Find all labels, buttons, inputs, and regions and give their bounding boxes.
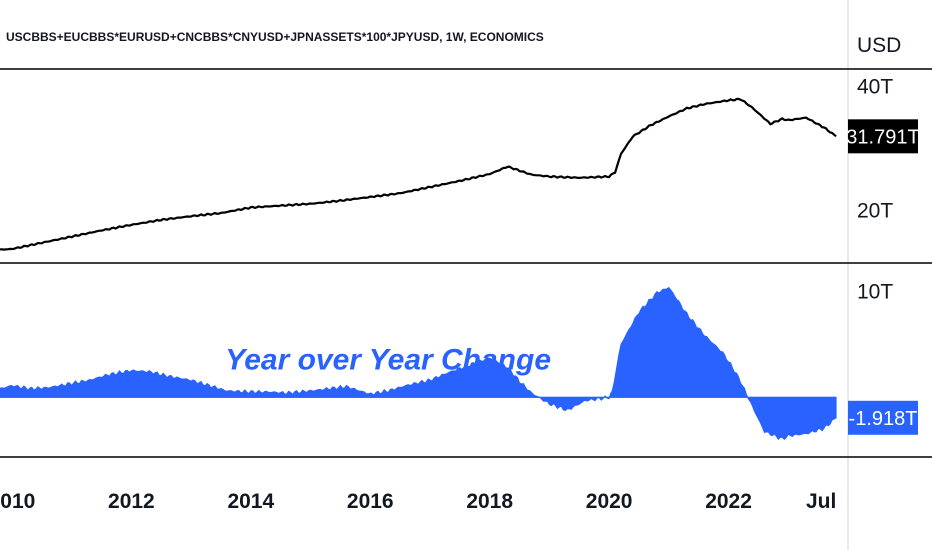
sub-last-value-text: -1.918T bbox=[849, 408, 918, 430]
x-tick-label: 2014 bbox=[227, 490, 274, 513]
main-last-value-text: 31.791T bbox=[846, 126, 919, 148]
sub-y-axis[interactable]: 10T bbox=[857, 281, 893, 304]
x-tick-label: 2012 bbox=[108, 490, 155, 513]
symbol-title: USCBBS+EUCBBS*EURUSD+CNCBBS*CNYUSD+JPNAS… bbox=[6, 30, 544, 44]
time-axis[interactable]: 2010 2012 2014 2016 2018 2020 2022 Jul bbox=[0, 490, 836, 513]
x-tick-label: Jul bbox=[806, 490, 836, 513]
sub-y-tick-label: 10T bbox=[857, 281, 893, 304]
main-series-line bbox=[0, 97, 837, 251]
x-tick-label: 2018 bbox=[466, 490, 513, 513]
main-last-value-label: 31.791T bbox=[846, 119, 920, 154]
main-y-tick-label: 40T bbox=[857, 75, 893, 98]
sub-pane[interactable]: Year over Year Change bbox=[0, 286, 837, 440]
x-tick-label: 2010 bbox=[0, 490, 35, 513]
currency-label[interactable]: USD bbox=[857, 34, 901, 57]
main-y-tick-label: 20T bbox=[857, 199, 893, 222]
sub-last-value-label: -1.918T bbox=[848, 400, 918, 435]
yoy-change-area bbox=[0, 286, 837, 440]
yoy-annotation: Year over Year Change bbox=[225, 344, 551, 377]
x-tick-label: 2016 bbox=[347, 490, 394, 513]
x-tick-label: 2022 bbox=[705, 490, 752, 513]
main-pane[interactable] bbox=[0, 97, 837, 251]
x-tick-label: 2020 bbox=[586, 490, 633, 513]
main-y-axis[interactable]: 40T 20T bbox=[857, 75, 893, 222]
